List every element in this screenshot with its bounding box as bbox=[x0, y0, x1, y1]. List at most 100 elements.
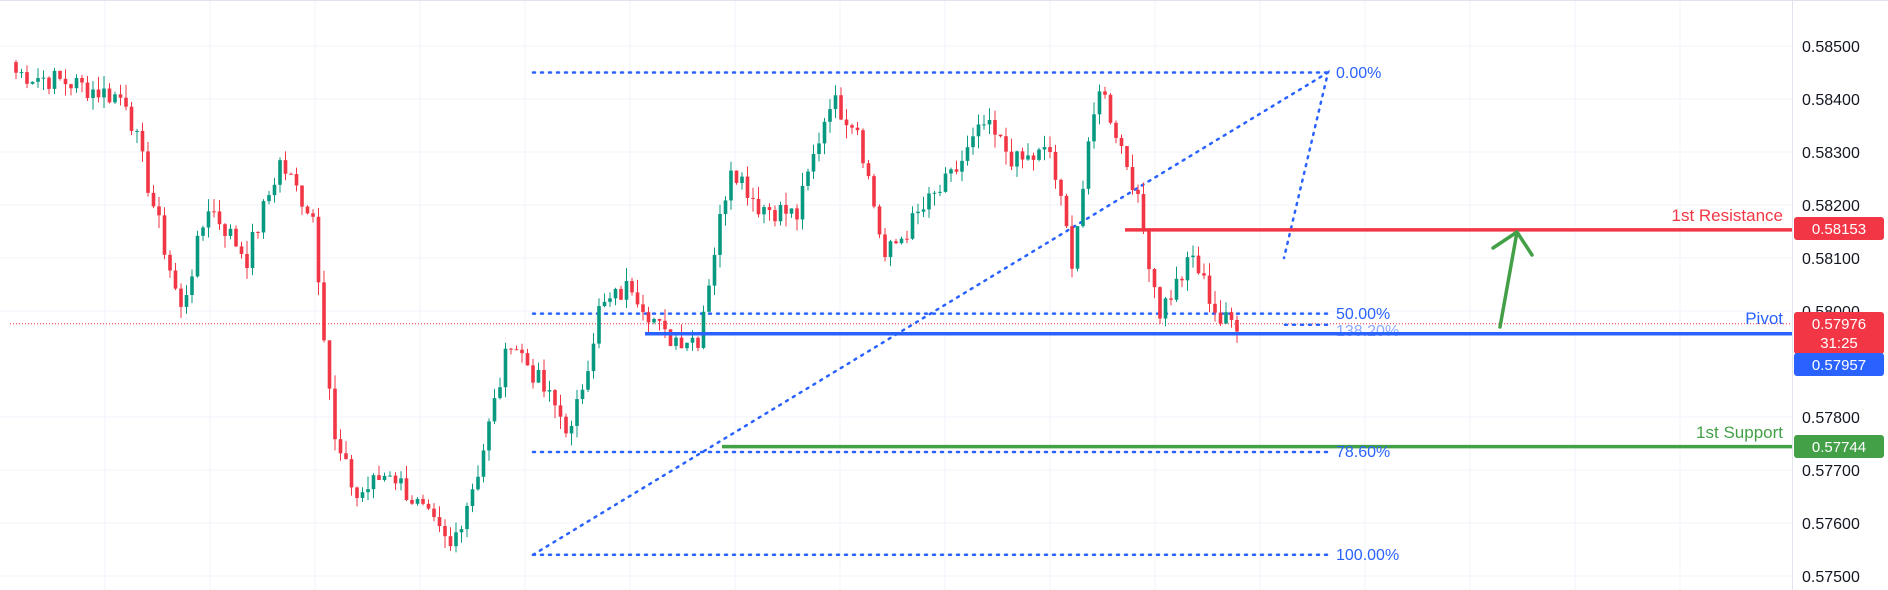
candle-body bbox=[1207, 275, 1212, 304]
candle-body bbox=[965, 147, 970, 161]
candle-body bbox=[1185, 257, 1190, 281]
candle-body bbox=[465, 506, 469, 530]
candle-body bbox=[481, 450, 486, 477]
candle bbox=[932, 190, 937, 206]
candle bbox=[976, 114, 981, 149]
candle-body bbox=[822, 121, 827, 144]
candle bbox=[525, 348, 530, 366]
fib-trend-line[interactable] bbox=[531, 69, 1330, 557]
candle-body bbox=[932, 192, 937, 194]
candle-body bbox=[696, 337, 700, 348]
candle bbox=[811, 144, 816, 179]
candle-body bbox=[591, 343, 596, 372]
candle bbox=[102, 76, 106, 109]
candle-body bbox=[96, 89, 101, 98]
candle-body bbox=[217, 211, 222, 225]
candle-body bbox=[855, 127, 860, 131]
fibonacci-retracement[interactable] bbox=[531, 69, 1330, 557]
candle-body bbox=[256, 231, 260, 233]
candle bbox=[1141, 182, 1146, 235]
candle bbox=[943, 167, 948, 193]
candle bbox=[668, 329, 673, 347]
price-tick-label: 0.58400 bbox=[1802, 92, 1860, 109]
candle bbox=[910, 206, 915, 240]
candle bbox=[822, 117, 827, 155]
candle bbox=[1152, 267, 1157, 299]
candle-body bbox=[971, 136, 975, 148]
candle-body bbox=[124, 97, 128, 107]
candle-body bbox=[300, 185, 304, 207]
candle-body bbox=[184, 295, 189, 307]
candle bbox=[96, 76, 101, 103]
candle-body bbox=[129, 106, 134, 131]
candle bbox=[1086, 137, 1091, 195]
candle bbox=[327, 340, 332, 400]
candle bbox=[162, 207, 167, 260]
candle-body bbox=[921, 209, 926, 212]
candle bbox=[228, 224, 233, 240]
candle-body bbox=[905, 238, 909, 240]
candle bbox=[1059, 178, 1063, 206]
fib-label-138: 138.20% bbox=[1336, 323, 1399, 340]
candle-body bbox=[1103, 91, 1107, 95]
candle-body bbox=[492, 398, 497, 422]
price-axis[interactable]: 0.585000.584000.583000.582000.581000.580… bbox=[1802, 39, 1860, 586]
candle bbox=[481, 443, 486, 483]
candle-body bbox=[1097, 91, 1102, 115]
candle bbox=[613, 287, 618, 306]
candle bbox=[756, 186, 761, 218]
candle-body bbox=[25, 72, 29, 84]
candle bbox=[476, 465, 480, 491]
candle bbox=[993, 110, 997, 148]
candle bbox=[201, 225, 205, 241]
candle bbox=[267, 191, 271, 205]
candle-body bbox=[234, 228, 238, 247]
candle bbox=[58, 70, 62, 81]
candle-body bbox=[795, 208, 799, 220]
candle-body bbox=[1169, 298, 1173, 300]
candle bbox=[124, 84, 128, 111]
candle-body bbox=[327, 340, 332, 389]
candle bbox=[278, 157, 282, 193]
candle-body bbox=[113, 94, 117, 103]
candle-body bbox=[899, 238, 904, 244]
candle bbox=[861, 128, 865, 168]
candle bbox=[789, 208, 794, 218]
candle-body bbox=[949, 169, 953, 174]
candle bbox=[580, 384, 585, 405]
candle bbox=[569, 420, 574, 446]
candle bbox=[487, 418, 491, 461]
candle bbox=[536, 362, 541, 383]
candle-body bbox=[201, 227, 205, 236]
candle bbox=[1075, 226, 1080, 272]
candle-body bbox=[245, 254, 249, 269]
candle-body bbox=[767, 207, 772, 211]
candle-body bbox=[250, 231, 255, 269]
candle bbox=[316, 207, 321, 296]
candle bbox=[718, 204, 722, 268]
candle bbox=[85, 76, 90, 102]
candle bbox=[591, 333, 596, 379]
candle bbox=[399, 471, 403, 491]
key-levels[interactable] bbox=[645, 228, 1792, 449]
candle-body bbox=[674, 337, 678, 346]
candle bbox=[63, 69, 68, 96]
candle-body bbox=[1141, 194, 1146, 232]
candle bbox=[47, 76, 51, 95]
candle bbox=[514, 345, 519, 351]
candle-body bbox=[410, 499, 414, 504]
candle-body bbox=[756, 198, 761, 215]
candle bbox=[520, 343, 524, 363]
arrow-stroke bbox=[1491, 230, 1534, 329]
candle-body bbox=[883, 234, 887, 258]
candle-body bbox=[239, 246, 244, 255]
candle-body bbox=[377, 475, 381, 481]
candle bbox=[19, 68, 24, 79]
candle-body bbox=[404, 478, 409, 500]
candle-body bbox=[316, 216, 321, 283]
candle-body bbox=[630, 281, 634, 293]
candle-body bbox=[954, 169, 959, 172]
candle-body bbox=[778, 204, 783, 222]
candle-body bbox=[800, 185, 805, 220]
